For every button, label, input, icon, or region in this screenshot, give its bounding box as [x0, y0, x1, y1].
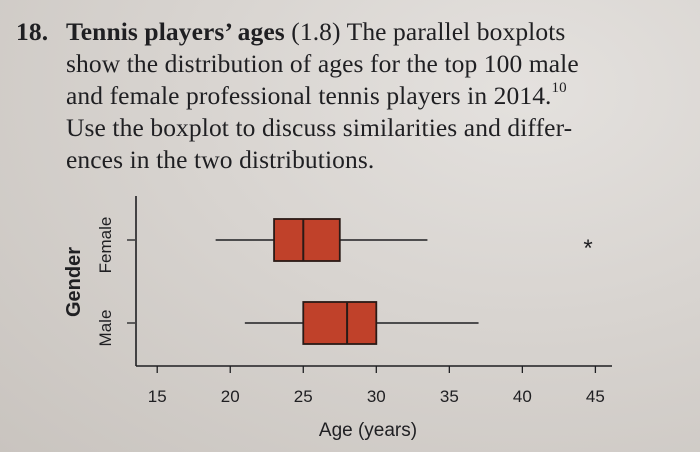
y-tick-label-male: Male	[96, 310, 115, 347]
x-tick-label-30: 30	[367, 387, 386, 406]
male-box	[302, 301, 378, 345]
problem-text-1: The parallel boxplots	[346, 17, 566, 46]
x-tick-label-40: 40	[513, 387, 532, 406]
problem-line-4: Use the boxplot to discuss similarities …	[66, 113, 573, 142]
female-box	[273, 218, 341, 262]
problem-statement: 18. Tennis players’ ages (1.8) The parall…	[16, 16, 688, 176]
problem-line-3: and female professional tennis players i…	[16, 80, 688, 112]
problem-line-2: show the distribution of ages for the to…	[66, 49, 579, 78]
y-tick-label-female: Female	[96, 217, 115, 274]
problem-text-3: and female professional tennis players i…	[66, 81, 552, 110]
female-outlier-0: *	[583, 235, 592, 262]
x-axis-title: Age (years)	[319, 420, 417, 441]
problem-line-1: 18. Tennis players’ ages (1.8) The parall…	[16, 16, 688, 48]
footnote-marker: 10	[551, 80, 567, 96]
x-tick-label-15: 15	[148, 387, 167, 406]
x-tick-label-25: 25	[294, 387, 313, 406]
problem-number: 18.	[16, 17, 49, 46]
x-tick-label-45: 45	[586, 387, 605, 406]
x-tick-label-20: 20	[221, 387, 240, 406]
section-ref: (1.8)	[291, 17, 341, 46]
y-axis-title: Gender	[63, 247, 85, 317]
problem-title: Tennis players’ ages	[66, 17, 285, 46]
problem-line-5: ences in the two distributions.	[66, 145, 375, 174]
x-tick-label-35: 35	[440, 387, 459, 406]
